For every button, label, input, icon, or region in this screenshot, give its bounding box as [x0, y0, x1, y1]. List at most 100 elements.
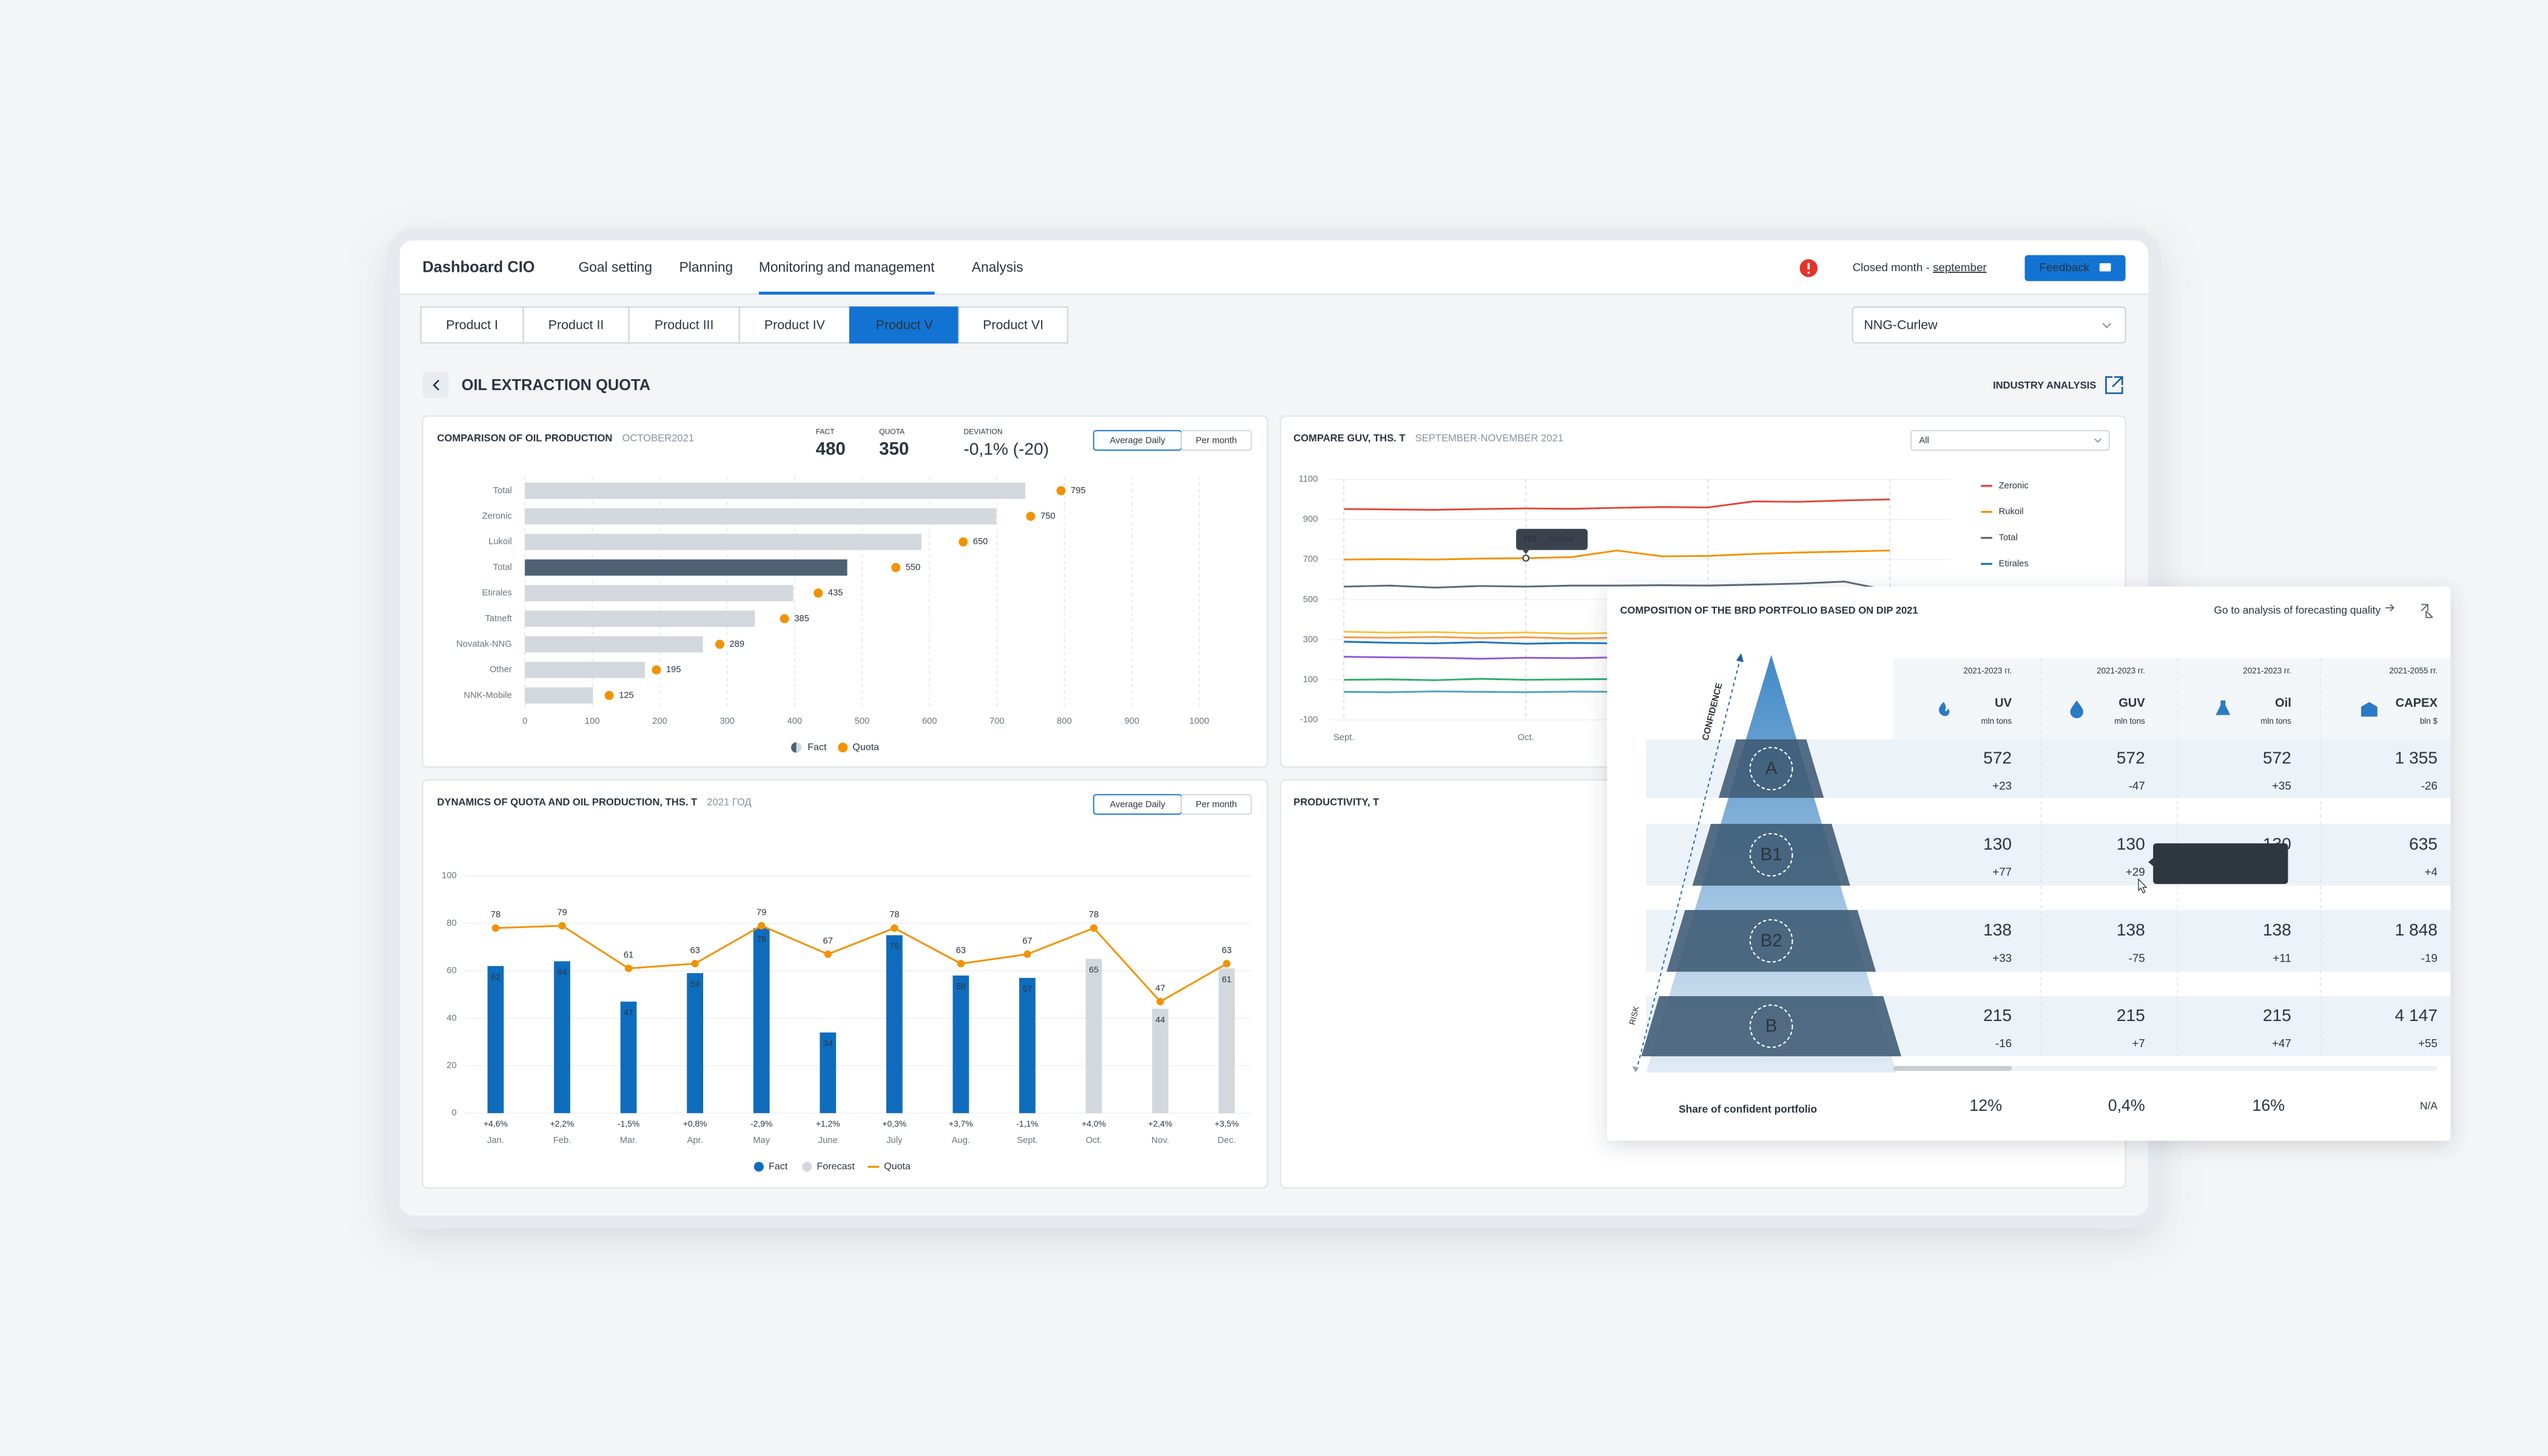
tab[interactable]	[738, 306, 851, 344]
column-unit: mln tons	[2114, 716, 2145, 726]
feedback-button[interactable]	[2024, 255, 2126, 281]
legend-label: Quota	[852, 741, 879, 752]
data-label: 750	[1040, 511, 1056, 521]
panel-link[interactable]: Go to analysis of forecasting quality	[2214, 604, 2381, 616]
company-dropdown[interactable]	[1852, 306, 2126, 344]
x-tick-label: Dec.	[1218, 1136, 1236, 1145]
bar	[525, 636, 703, 653]
filter-dropdown[interactable]	[1910, 430, 2110, 451]
pyramid-level	[1641, 996, 1901, 1057]
footer-value: 16%	[2252, 1096, 2285, 1114]
pyramid-level	[1667, 910, 1876, 972]
nav-item[interactable]: Planning	[679, 259, 733, 275]
bar	[525, 559, 848, 576]
y-tick-label: 100	[442, 871, 457, 881]
bar	[525, 687, 593, 704]
card-title: DYNAMICS OF QUOTA AND OIL PRODUCTION, TH…	[437, 797, 698, 808]
legend-icon	[838, 743, 848, 753]
bar-label: 78	[757, 934, 766, 944]
tab[interactable]	[958, 306, 1068, 344]
deviation-label: +1,2%	[816, 1119, 840, 1128]
back-button[interactable]	[422, 372, 449, 399]
bar-label: 62	[491, 972, 500, 982]
external-link-icon[interactable]	[2105, 376, 2123, 394]
card-title: COMPARISON OF OIL PRODUCTION	[437, 433, 613, 444]
footer-label: Share of confident portfolio	[1679, 1103, 1817, 1115]
y-tick-label: 300	[1303, 635, 1318, 644]
tooltip-pointer	[2148, 858, 2154, 866]
x-tick-label: Oct.	[1085, 1136, 1102, 1145]
cell-value: 635	[2409, 834, 2438, 853]
bar-label: 64	[558, 968, 567, 977]
tab[interactable]	[522, 306, 630, 344]
quota-dot	[715, 639, 724, 649]
legend-icon	[790, 742, 797, 753]
nav-item[interactable]: Goal setting	[579, 259, 652, 275]
y-tick-label: Other	[490, 665, 512, 675]
nav-item[interactable]: Analysis	[972, 259, 1023, 275]
data-label: 650	[973, 537, 988, 547]
bar-label: 58	[956, 982, 966, 992]
data-label: 63	[690, 946, 699, 956]
bar-label: 65	[1089, 965, 1099, 975]
app-title: Dashboard CIO	[422, 259, 534, 276]
cell-delta: +55	[2418, 1037, 2438, 1050]
column-period: 2021-2023 гг.	[2243, 666, 2291, 675]
x-tick-label: 400	[787, 716, 803, 726]
card-subtitle: SEPTEMBER-NOVEMBER 2021	[1415, 433, 1563, 444]
y-tick-label: 100	[1303, 675, 1318, 684]
cell-delta: +77	[1992, 865, 2012, 878]
data-label: 79	[757, 908, 766, 917]
column-unit: mln tons	[1981, 716, 2012, 726]
expand-icon[interactable]	[2421, 604, 2433, 618]
bar-label: 34	[823, 1039, 833, 1048]
deviation-label: +3,7%	[949, 1119, 973, 1128]
data-label: 63	[1222, 946, 1232, 956]
quota-dot	[1056, 486, 1066, 496]
toggle-button[interactable]	[1181, 430, 1252, 451]
quota-dot	[959, 537, 968, 547]
y-tick-label: Zeronic	[482, 511, 512, 521]
cell-delta: +11	[2273, 951, 2291, 964]
nav-underline	[758, 291, 935, 295]
header-bar	[399, 240, 2149, 294]
column-icon	[2361, 702, 2378, 717]
x-tick-label: 1000	[1189, 716, 1209, 726]
y-tick-label: 1100	[1299, 474, 1318, 484]
x-tick-label: Mar.	[620, 1136, 638, 1145]
data-label: 78	[1089, 910, 1099, 920]
data-label: 125	[619, 690, 634, 700]
column-icon	[2216, 700, 2231, 715]
column-unit: mln tons	[2260, 716, 2291, 726]
nav-item[interactable]: Monitoring and management	[759, 259, 935, 275]
column-icon	[2070, 700, 2083, 718]
y-tick-label: 80	[447, 918, 456, 928]
x-tick-label: Sept.	[1017, 1136, 1037, 1145]
closed-month-link[interactable]: september	[1933, 261, 1987, 274]
bar-label: 57	[1023, 984, 1033, 994]
cell-delta: -26	[2421, 779, 2438, 792]
tab[interactable]	[420, 306, 524, 344]
deviation-label: +0,3%	[882, 1119, 906, 1128]
tab-label: Product V	[876, 318, 934, 332]
column-period: 2021-2023 гг.	[2097, 666, 2145, 675]
quota-point	[558, 922, 566, 930]
legend-label: Forecast	[817, 1161, 855, 1171]
bar	[525, 533, 922, 550]
x-tick-label: May	[753, 1136, 770, 1145]
toggle-button[interactable]	[1181, 794, 1252, 815]
x-tick-label: 300	[720, 716, 735, 726]
dropdown-chevron	[2094, 438, 2102, 443]
quota-dot	[604, 690, 614, 700]
section-link[interactable]: INDUSTRY ANALYSIS	[1993, 380, 2096, 391]
tab[interactable]	[628, 306, 740, 344]
kpi-label: FACT	[816, 428, 835, 436]
cell-value: 215	[2117, 1006, 2145, 1025]
tab[interactable]	[849, 306, 960, 344]
kpi-value: -0,1% (-20)	[963, 439, 1049, 458]
quota-point	[1156, 997, 1164, 1006]
level-badge	[1749, 747, 1793, 790]
scroll-thumb[interactable]	[1893, 1066, 2012, 1071]
bar	[1085, 959, 1102, 1113]
legend-label: Rukoil	[1999, 507, 2024, 517]
